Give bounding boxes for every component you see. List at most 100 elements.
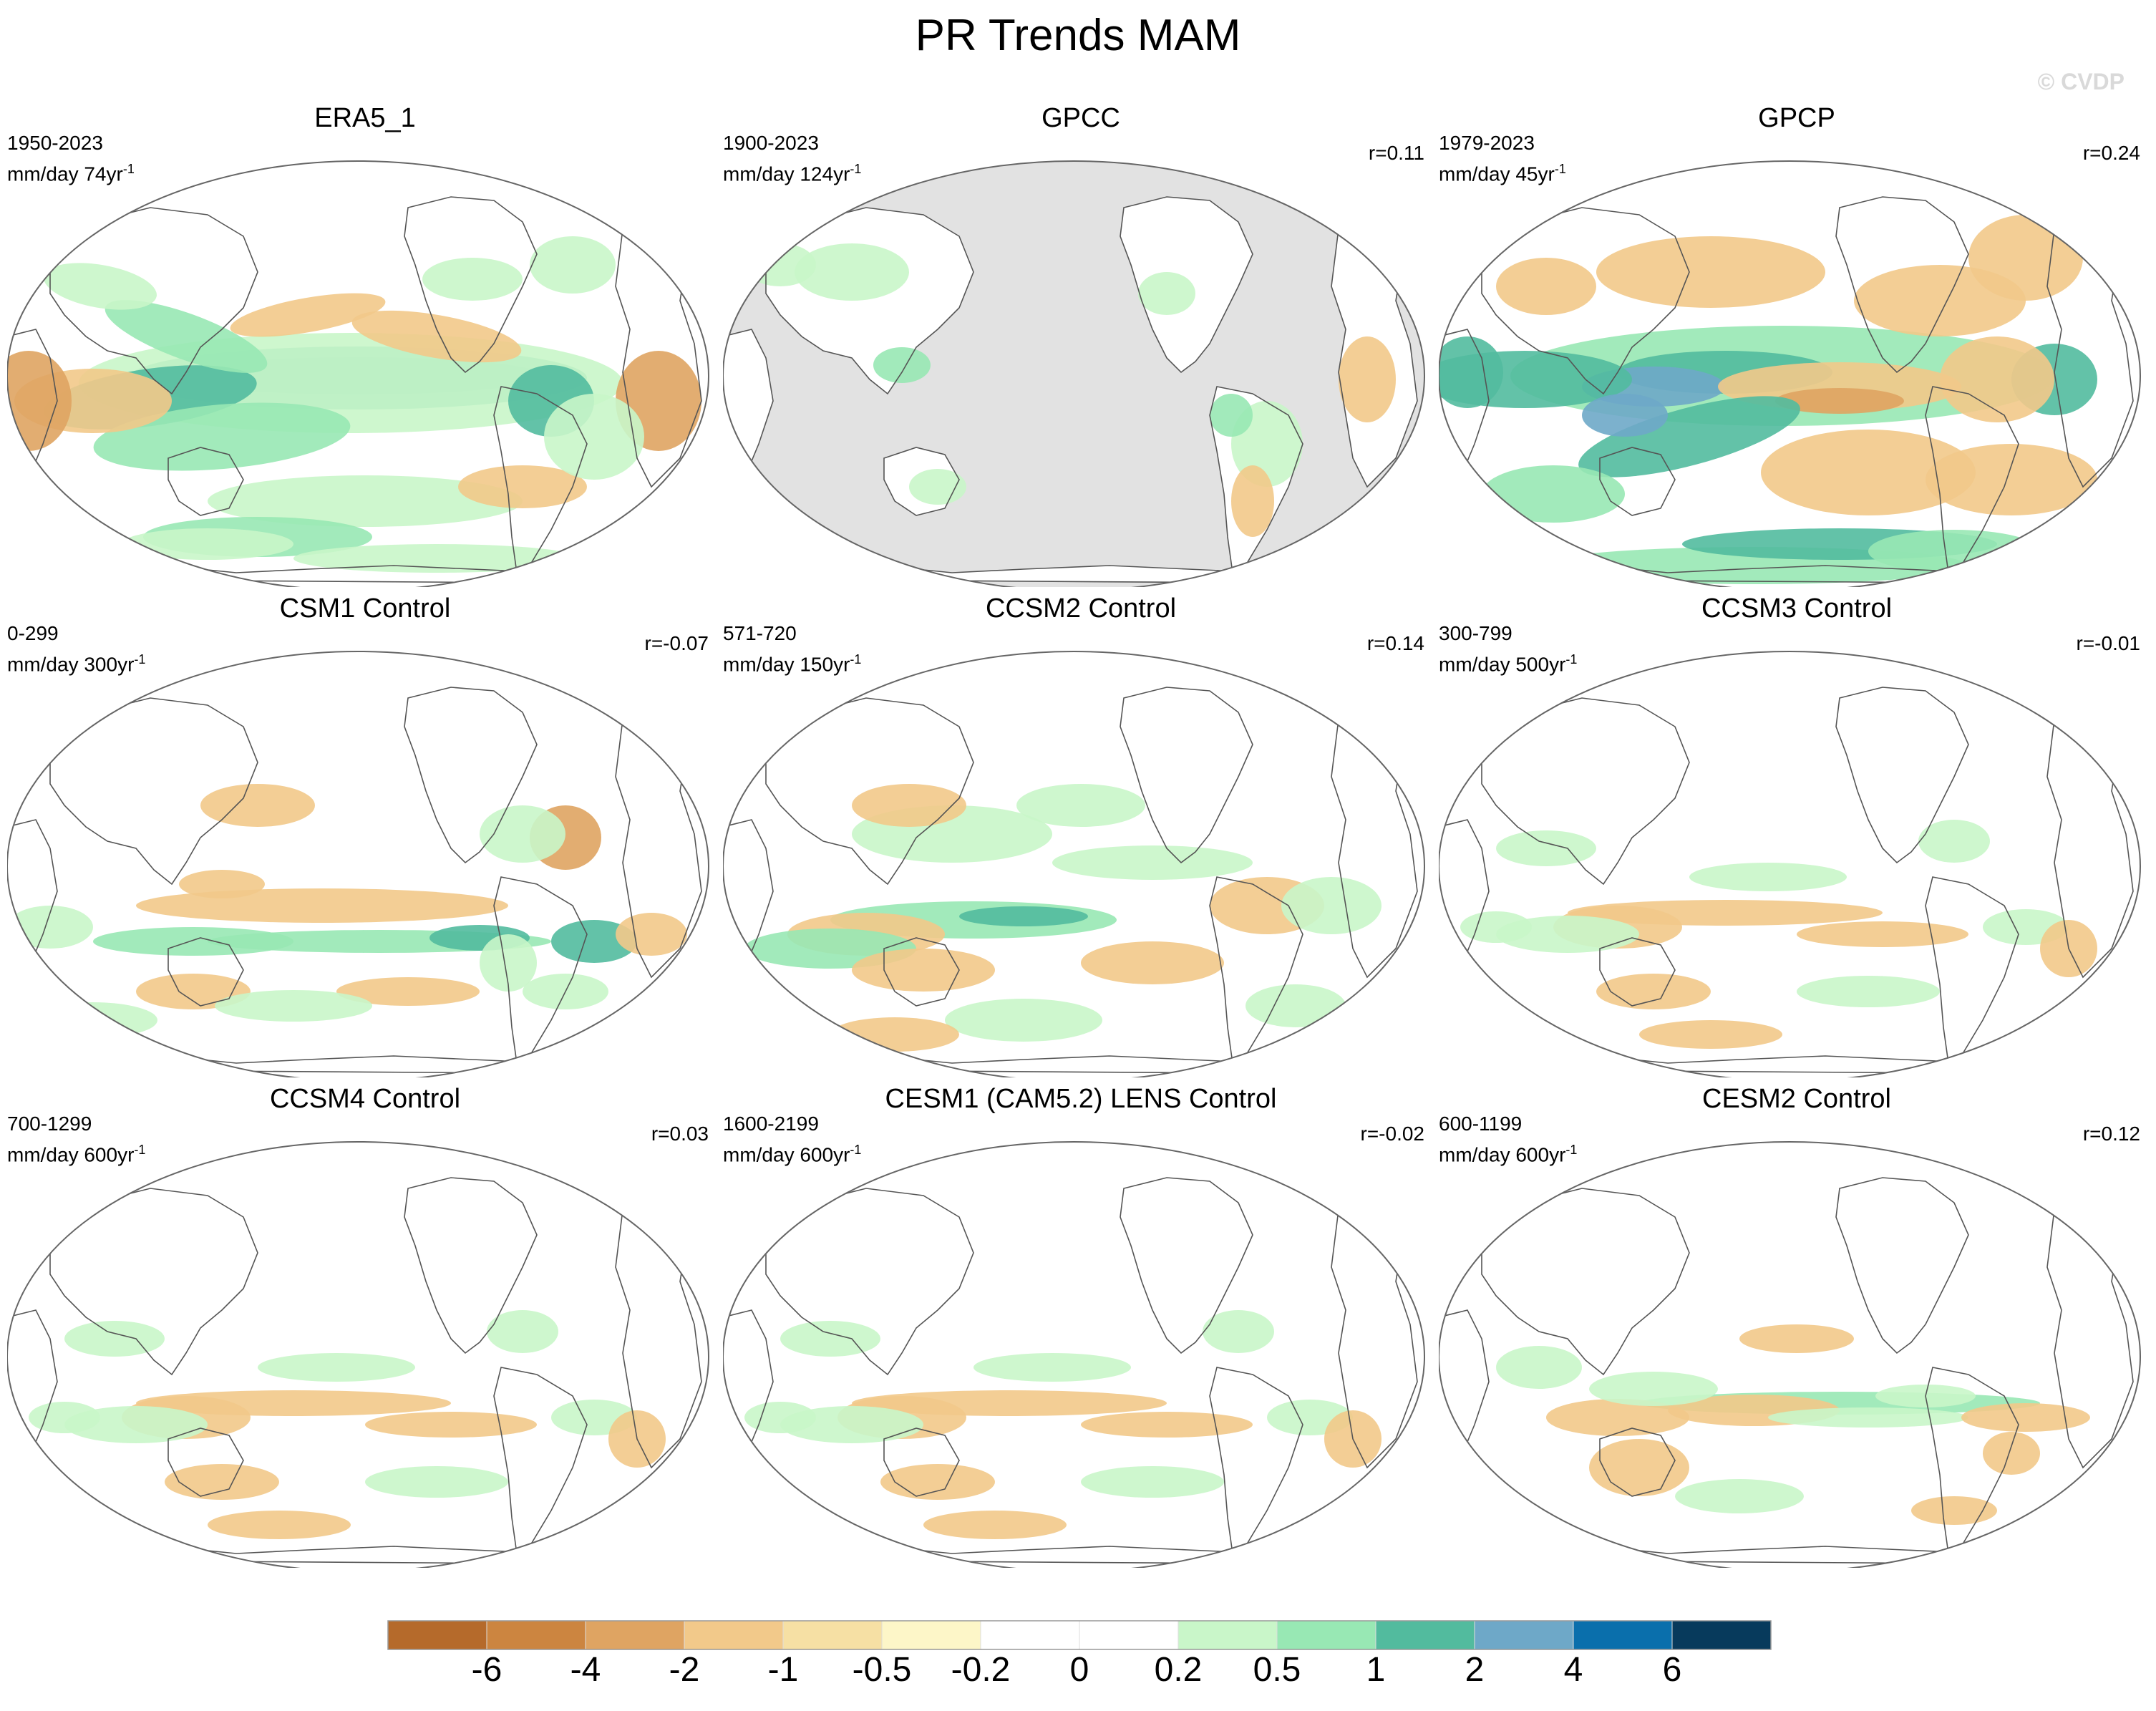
coastline — [765, 1188, 974, 1376]
colorbar-swatch — [1079, 1620, 1179, 1650]
trend-contour — [1231, 465, 1274, 537]
coastline — [167, 937, 244, 1007]
trend-contour — [1546, 1399, 1689, 1436]
trend-contour — [1589, 1439, 1689, 1496]
units-exponent: -1 — [850, 652, 862, 667]
map-panel: ERA5_1 1950-2023 mm/day 74yr-1 — [7, 100, 723, 587]
panel-title: CESM2 Control — [1702, 1084, 1891, 1114]
trend-contour — [351, 310, 522, 363]
trend-contour — [1081, 1466, 1224, 1498]
coastline — [1120, 196, 1253, 374]
units-label: mm/day 150yr-1 — [723, 646, 861, 677]
trend-contour — [909, 469, 966, 505]
trend-contour — [873, 347, 931, 383]
trend-contour — [1496, 916, 1639, 953]
colorbar-swatch — [782, 1620, 883, 1650]
coastline — [404, 687, 538, 864]
colorbar-swatch — [387, 1620, 487, 1650]
trend-contour — [616, 913, 687, 956]
trend-contour — [44, 263, 157, 310]
colorbar-tick-label: -2 — [669, 1651, 700, 1689]
colorbar-tick-label: 0.2 — [1154, 1651, 1203, 1689]
coastline — [1835, 687, 1969, 864]
trend-contour — [1761, 430, 1976, 515]
trend-contour — [1081, 1412, 1253, 1438]
period-label: 1950-2023 — [7, 132, 103, 154]
period-label: 0-299 — [7, 622, 59, 644]
trend-contour — [1203, 1310, 1274, 1353]
colorbar-swatch — [1671, 1620, 1772, 1650]
trend-contour — [780, 1321, 880, 1357]
trend-contour — [1016, 784, 1145, 827]
trend-contour — [973, 1353, 1131, 1382]
trend-contour — [1138, 272, 1195, 315]
trend-contour — [365, 1412, 537, 1438]
trend-contour — [336, 977, 480, 1006]
colorbar-tick-label: -0.2 — [951, 1651, 1011, 1689]
units-exponent: -1 — [850, 162, 862, 176]
trend-contour — [1482, 465, 1625, 523]
units-exponent: -1 — [134, 1143, 146, 1157]
panel-title: GPCP — [1758, 103, 1835, 133]
trend-contour — [744, 1402, 816, 1433]
panel-title: CSM1 Control — [279, 593, 451, 624]
trend-contour — [1639, 1020, 1782, 1049]
units-label: mm/day 600yr-1 — [7, 1137, 145, 1168]
colorbar-swatch — [1573, 1620, 1673, 1650]
trend-contour — [880, 1464, 995, 1500]
world-map — [1439, 1141, 2141, 1568]
colorbar-swatch — [980, 1620, 1080, 1650]
units-label: mm/day 500yr-1 — [1439, 646, 1577, 677]
trend-contour — [1596, 236, 1825, 308]
correlation-label: r=-0.01 — [2076, 632, 2141, 654]
coastline — [49, 1188, 258, 1376]
trend-contour — [744, 243, 816, 286]
units-text: mm/day 150yr — [723, 653, 850, 676]
colorbar-tick-label: 4 — [1563, 1651, 1583, 1689]
coastline — [883, 937, 960, 1007]
trend-contour — [64, 1321, 165, 1357]
trend-contour — [551, 920, 637, 963]
trend-contour — [208, 1511, 351, 1539]
colorbar-frame — [387, 1620, 1772, 1650]
units-exponent: -1 — [1554, 162, 1566, 176]
trend-contour — [1961, 1403, 2090, 1432]
coastline — [49, 697, 258, 886]
correlation-label: r=0.03 — [651, 1123, 709, 1145]
trend-contour — [1775, 388, 1904, 414]
period-label: 571-720 — [723, 622, 797, 644]
trend-contour — [1797, 976, 1940, 1007]
map-outline — [7, 651, 709, 1077]
trend-contour — [7, 906, 93, 949]
coastline — [1120, 1177, 1253, 1354]
units-exponent: -1 — [1565, 652, 1578, 667]
correlation-label: r=-0.07 — [644, 632, 709, 654]
trend-contour — [365, 1466, 508, 1498]
panel-title: CCSM3 Control — [1701, 593, 1893, 624]
map-outline — [7, 1141, 709, 1568]
map-outline — [723, 160, 1425, 587]
colorbar-swatch — [486, 1620, 586, 1650]
trend-contour — [1868, 530, 2040, 573]
trend-contour — [1460, 911, 1532, 943]
world-map — [723, 651, 1425, 1077]
trend-contour — [1926, 444, 2097, 515]
trend-contour — [1439, 336, 1503, 408]
correlation-label: r=-0.02 — [1360, 1123, 1425, 1145]
colorbar-swatch — [881, 1620, 981, 1650]
units-text: mm/day 300yr — [7, 653, 135, 676]
units-label: mm/day 300yr-1 — [7, 646, 145, 677]
trend-contour — [480, 805, 565, 863]
world-map — [7, 651, 709, 1077]
trend-contour — [422, 258, 523, 301]
colorbar-tick-label: 6 — [1662, 1651, 1682, 1689]
colorbar-tick-label: 2 — [1465, 1651, 1485, 1689]
panel-title: CESM1 (CAM5.2) LENS Control — [885, 1084, 1277, 1114]
trend-contour — [1983, 1432, 2040, 1475]
colorbar-swatch — [585, 1620, 685, 1650]
trend-contour — [1968, 215, 2083, 301]
trend-contour — [1281, 877, 1382, 934]
map-panel: CCSM2 Control 571-720 mm/day 150yr-1 r=0.14 — [723, 591, 1439, 1077]
coastline — [167, 1428, 244, 1497]
correlation-label: r=0.11 — [1368, 142, 1424, 164]
